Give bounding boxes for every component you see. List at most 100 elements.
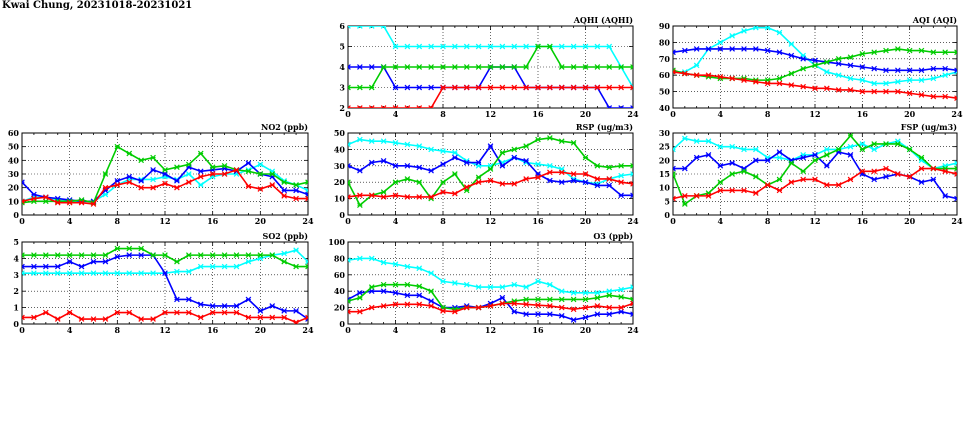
y-tick-label: 20	[334, 303, 346, 313]
data-point	[43, 263, 49, 270]
data-point	[150, 316, 156, 322]
data-point	[511, 154, 518, 161]
data-point	[174, 184, 180, 191]
data-point	[305, 187, 308, 194]
data-point	[847, 133, 854, 139]
data-point	[162, 167, 168, 173]
x-tick-label: 8	[440, 216, 446, 226]
so2-series-4	[22, 309, 308, 324]
x-tick-label: 20	[580, 325, 592, 335]
data-point	[174, 178, 180, 184]
data-point	[606, 64, 613, 70]
data-point	[380, 158, 387, 164]
data-point	[102, 316, 109, 322]
data-point	[392, 261, 399, 267]
chart-title: AQI (AQI)	[912, 15, 957, 25]
data-point	[630, 192, 633, 199]
data-point	[404, 84, 411, 91]
data-point	[547, 169, 553, 176]
data-point	[558, 179, 565, 186]
data-point	[741, 187, 747, 194]
data-point	[440, 189, 446, 195]
x-tick-label: 20	[255, 216, 267, 226]
data-point	[906, 90, 913, 97]
data-point	[930, 49, 937, 56]
x-tick-label: 20	[580, 109, 592, 119]
data-point	[558, 288, 565, 295]
data-point	[281, 193, 287, 199]
y-tick-label: 10	[8, 196, 20, 206]
data-point	[511, 181, 518, 187]
data-point	[582, 290, 589, 296]
aqi-series-4	[673, 69, 957, 101]
data-point	[428, 303, 434, 309]
x-tick-label: 24	[302, 216, 314, 226]
data-point	[245, 258, 252, 265]
data-point	[416, 292, 423, 299]
x-tick-label: 20	[255, 325, 267, 335]
data-point	[440, 308, 446, 314]
data-point	[174, 296, 180, 303]
data-point	[705, 46, 712, 52]
data-point	[729, 46, 735, 52]
data-point	[348, 105, 351, 108]
data-point	[257, 314, 264, 321]
data-point	[618, 105, 624, 108]
data-point	[630, 171, 633, 177]
data-point	[368, 284, 375, 290]
data-point	[126, 179, 133, 186]
data-point	[233, 263, 240, 270]
data-point	[257, 161, 264, 168]
data-point	[416, 143, 423, 149]
data-point	[582, 304, 589, 311]
data-point	[511, 43, 518, 50]
data-point	[150, 184, 156, 191]
data-point	[416, 164, 423, 171]
data-point	[942, 93, 948, 100]
data-point	[895, 141, 901, 147]
data-point	[570, 177, 577, 184]
data-point	[174, 258, 180, 265]
data-point	[511, 146, 518, 153]
data-point	[673, 69, 676, 75]
data-point	[463, 281, 470, 288]
x-tick-label: 12	[485, 109, 496, 119]
data-point	[511, 308, 518, 315]
data-point	[90, 316, 97, 322]
data-point	[186, 171, 192, 177]
data-point	[594, 303, 601, 309]
data-point	[800, 154, 806, 161]
data-point	[729, 75, 735, 82]
data-point	[90, 252, 97, 258]
data-point	[221, 162, 228, 169]
data-point	[800, 55, 806, 62]
data-point	[847, 87, 854, 93]
aqhi-series-3	[348, 43, 633, 91]
data-point	[487, 303, 494, 309]
data-point	[22, 263, 25, 270]
data-point	[43, 198, 49, 205]
data-point	[824, 152, 830, 158]
data-point	[630, 181, 633, 187]
data-point	[440, 148, 446, 154]
data-point	[693, 193, 700, 199]
data-point	[368, 255, 375, 262]
data-point	[404, 43, 411, 50]
data-point	[357, 26, 363, 29]
data-point	[416, 64, 423, 70]
data-point	[126, 150, 133, 157]
data-point	[162, 171, 168, 177]
data-point	[380, 288, 387, 295]
data-point	[547, 303, 553, 309]
y-tick-label: 20	[8, 183, 20, 193]
data-point	[440, 278, 446, 285]
y-tick-label: 50	[8, 142, 20, 152]
data-point	[558, 138, 565, 145]
data-point	[535, 84, 541, 91]
data-point	[269, 182, 276, 188]
data-point	[547, 162, 553, 169]
data-point	[428, 43, 434, 50]
data-point	[776, 187, 783, 194]
data-point	[942, 72, 948, 79]
